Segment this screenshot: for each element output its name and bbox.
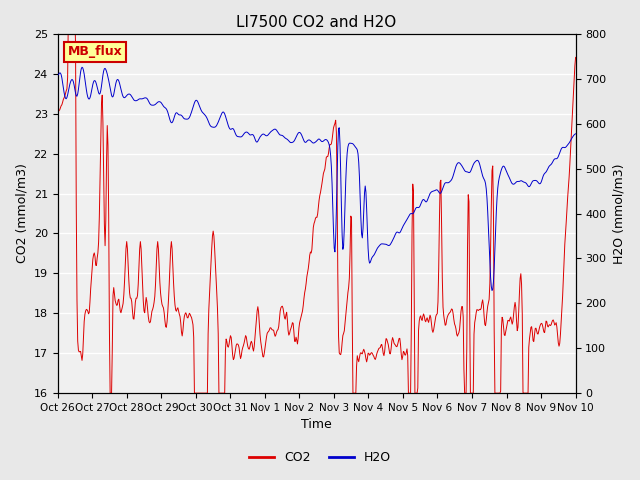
X-axis label: Time: Time (301, 419, 332, 432)
Y-axis label: H2O (mmol/m3): H2O (mmol/m3) (612, 163, 625, 264)
Title: LI7500 CO2 and H2O: LI7500 CO2 and H2O (236, 15, 397, 30)
Text: MB_flux: MB_flux (68, 46, 123, 59)
Y-axis label: CO2 (mmol/m3): CO2 (mmol/m3) (15, 164, 28, 264)
Legend: CO2, H2O: CO2, H2O (244, 446, 396, 469)
